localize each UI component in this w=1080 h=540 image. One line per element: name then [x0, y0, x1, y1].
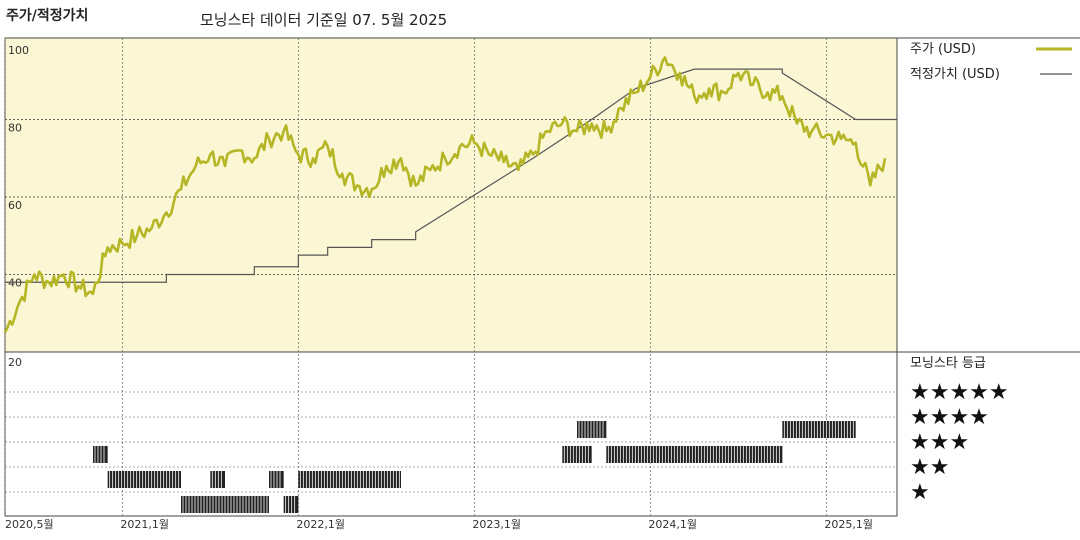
rating-span-fill — [782, 421, 856, 438]
legend-five-stars: ★★★★★ — [910, 380, 1009, 405]
rating-span-4-stars — [782, 421, 856, 438]
rating-bars — [93, 421, 856, 513]
fair-value-line — [5, 68, 897, 283]
rating-panel-frame — [4, 351, 898, 517]
legend-three-stars: ★★★ — [910, 430, 969, 455]
rating-span-1-stars — [283, 496, 299, 513]
rating-span-1-stars — [181, 496, 269, 513]
price-line — [3, 56, 887, 334]
legend-rating-title: 모닝스타 등급 — [910, 356, 986, 371]
fair-value-series — [5, 68, 897, 283]
y-tick-label: 80 — [8, 122, 22, 135]
x-axis-ticks: 2020,5월 2021,1월 2022,1월 2023,1월 2024,1월 2025,… — [5, 518, 873, 531]
x-tick-label: 2022,1월 — [296, 518, 345, 531]
rating-span-fill — [298, 471, 401, 488]
y-tick-label: 20 — [8, 356, 22, 369]
legend-price-label: 주가 (USD) — [910, 42, 976, 57]
rating-span-3-stars — [606, 446, 783, 463]
legend-one-star: ★ — [910, 480, 930, 505]
chart-title: 모닝스타 데이터 기준일 07. 5월 2025 — [200, 11, 447, 29]
rating-span-fill — [577, 421, 607, 438]
plot-frames — [4, 37, 1080, 517]
rating-span-3-stars — [93, 446, 108, 463]
rating-span-fill — [562, 446, 592, 463]
legend-two-stars: ★★ — [910, 455, 949, 480]
rating-span-2-stars — [210, 471, 225, 488]
x-tick-label: 2020,5월 — [5, 518, 54, 531]
legend: 주가 (USD) 적정가치 (USD) 모닝스타 등급 ★★★★★ ★★★★ ★… — [910, 42, 1072, 505]
price-panel-frame — [4, 37, 898, 353]
x-tick-label: 2024,1월 — [648, 518, 697, 531]
legend-four-stars: ★★★★ — [910, 405, 989, 430]
rating-span-2-stars — [298, 471, 401, 488]
rating-span-2-stars — [269, 471, 284, 488]
chart-left-title: 주가/적정가치 — [6, 7, 88, 24]
gridlines — [4, 38, 897, 516]
rating-span-fill — [606, 446, 783, 463]
rating-span-2-stars — [107, 471, 181, 488]
x-tick-label: 2021,1월 — [120, 518, 169, 531]
rating-span-4-stars — [577, 421, 607, 438]
x-tick-label: 2025,1월 — [824, 518, 873, 531]
x-tick-label: 2023,1월 — [472, 518, 521, 531]
price-series — [3, 56, 887, 334]
rating-span-3-stars — [562, 446, 592, 463]
legend-fair-label: 적정가치 (USD) — [910, 67, 1000, 82]
rating-span-fill — [107, 471, 181, 488]
y-tick-label: 60 — [8, 199, 22, 212]
y-axis-ticks: 100 80 60 40 20 — [8, 44, 29, 369]
y-tick-label: 100 — [8, 44, 29, 57]
y-tick-label: 40 — [8, 277, 22, 290]
